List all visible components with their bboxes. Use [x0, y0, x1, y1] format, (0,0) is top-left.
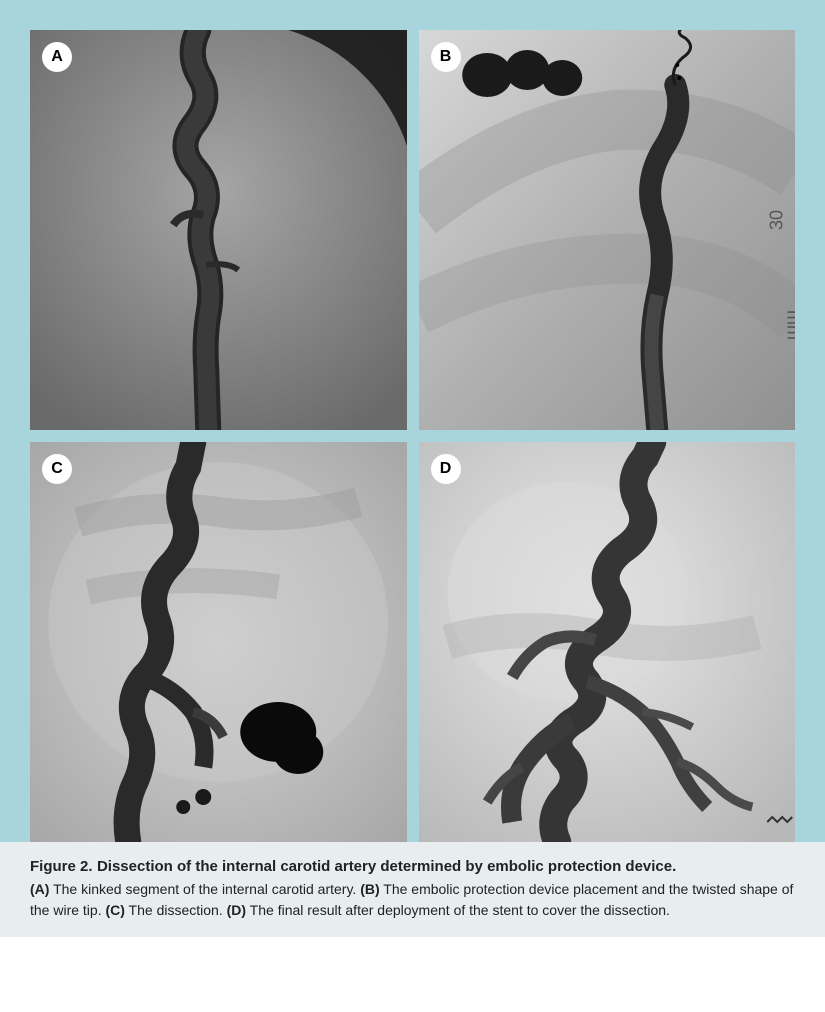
- panel-a: A: [30, 30, 407, 430]
- panel-d-image: [419, 442, 796, 842]
- part-d-text: The final result after deployment of the…: [246, 902, 670, 918]
- angel-a-image: [30, 30, 407, 430]
- image-grid: A B: [30, 30, 795, 842]
- part-d-label: (D): [227, 902, 246, 918]
- panel-b-label: B: [431, 42, 461, 72]
- panel-d-label: D: [431, 454, 461, 484]
- panel-c-image: [30, 442, 407, 842]
- part-c-text: The dissection.: [125, 902, 227, 918]
- svg-text:30: 30: [766, 210, 786, 230]
- panel-b: B mm: [419, 30, 796, 430]
- caption-body: (A) The kinked segment of the internal c…: [30, 879, 795, 921]
- panel-c-label: C: [42, 454, 72, 484]
- panel-b-image: mm 30: [419, 30, 796, 430]
- part-a-text: The kinked segment of the internal carot…: [49, 881, 360, 897]
- figure-number: Figure 2.: [30, 858, 93, 875]
- svg-text:mm: mm: [783, 310, 795, 340]
- part-b-label: (B): [360, 881, 379, 897]
- panel-c: C: [30, 442, 407, 842]
- part-a-label: (A): [30, 881, 49, 897]
- figure-title: Dissection of the internal carotid arter…: [97, 858, 676, 875]
- panel-a-label: A: [42, 42, 72, 72]
- part-c-label: (C): [105, 902, 124, 918]
- figure-container: A B: [0, 0, 825, 842]
- caption-content: Figure 2. Dissection of the internal car…: [30, 856, 795, 921]
- panel-d: D: [419, 442, 796, 842]
- caption-section: Figure 2. Dissection of the internal car…: [0, 842, 825, 937]
